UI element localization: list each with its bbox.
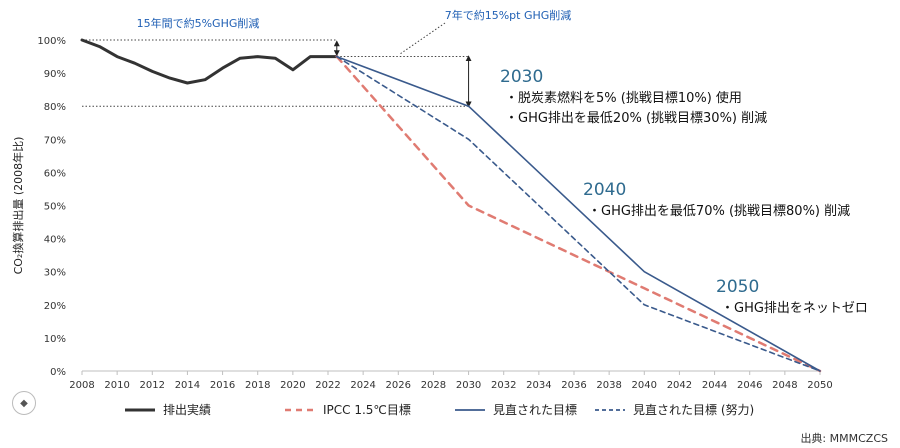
x-tick-label: 2030 bbox=[456, 380, 481, 391]
y-tick-label: 10% bbox=[44, 334, 66, 345]
x-tick-label: 2012 bbox=[140, 380, 165, 391]
x-tick-label: 2028 bbox=[421, 380, 446, 391]
x-tick-label: 2024 bbox=[350, 380, 375, 391]
milestone-bullet: ・脱炭素燃料を5% (挑戦目標10%) 使用 bbox=[505, 90, 742, 106]
y-tick-label: 70% bbox=[44, 135, 66, 146]
y-tick-label: 40% bbox=[44, 235, 66, 246]
y-tick-label: 90% bbox=[44, 69, 66, 80]
series-line-0 bbox=[80, 38, 339, 85]
x-tick-label: 2022 bbox=[315, 380, 340, 391]
x-tick-label: 2010 bbox=[104, 380, 129, 391]
x-tick-label: 2008 bbox=[69, 380, 94, 391]
milestones: 2030 ・脱炭素燃料を5% (挑戦目標10%) 使用・GHG排出を最低20% (… bbox=[500, 67, 868, 316]
x-tick-label: 2018 bbox=[245, 380, 270, 391]
legend-label-0: 排出実績 bbox=[163, 402, 211, 417]
x-tick-label: 2040 bbox=[632, 380, 657, 391]
x-tick-label: 2036 bbox=[561, 380, 586, 391]
y-axis: 0% 10% 20% 30% 40% 50% 60% 70% 80% 90% 100% CO₂換算排出… bbox=[11, 36, 66, 378]
x-tick-label: 2016 bbox=[210, 380, 235, 391]
series-line-3 bbox=[335, 55, 821, 372]
x-tick-label: 2042 bbox=[667, 380, 692, 391]
x-tick-label: 2014 bbox=[175, 380, 200, 391]
milestone-bullet: ・GHG排出を最低70% (挑戦目標80%) 削減 bbox=[588, 203, 850, 219]
legend-label-1: IPCC 1.5℃目標 bbox=[323, 403, 411, 417]
milestone-year-2030: 2030 bbox=[500, 67, 543, 87]
x-axis: 2008 2010 2012 2014 2016 2018 2020 2022 2024 2026… bbox=[69, 370, 833, 391]
x-tick-label: 2050 bbox=[807, 380, 832, 391]
x-tick-label: 2044 bbox=[702, 380, 727, 391]
leader-line bbox=[399, 22, 446, 55]
legend: 排出実績 IPCC 1.5℃目標 見直された目標 見直された目標 (努力) bbox=[125, 402, 754, 417]
y-tick-label: 30% bbox=[44, 268, 66, 279]
source-note: 出典: MMMCZCS bbox=[800, 431, 888, 445]
y-tick-label: 100% bbox=[37, 36, 66, 47]
x-tick-label: 2038 bbox=[596, 380, 621, 391]
y-tick-label: 50% bbox=[44, 202, 66, 213]
series-group bbox=[80, 38, 822, 373]
milestone-year-2050: 2050 bbox=[716, 277, 759, 297]
annotation-7yr: 7年で約15%pt GHG削減 bbox=[445, 8, 572, 22]
y-tick-label: 80% bbox=[44, 102, 66, 113]
series-line-2 bbox=[335, 55, 821, 372]
legend-label-2: 見直された目標 bbox=[493, 403, 577, 417]
legend-label-3: 見直された目標 (努力) bbox=[633, 402, 754, 417]
x-tick-label: 2046 bbox=[737, 380, 762, 391]
annotations: 15年間で約5%GHG削減 7年で約15%pt GHG削減 bbox=[137, 8, 572, 30]
milestone-year-2040: 2040 bbox=[583, 180, 626, 200]
x-tick-label: 2034 bbox=[526, 380, 551, 391]
y-axis-label: CO₂換算排出量 (2008年比) bbox=[11, 137, 25, 275]
y-tick-label: 20% bbox=[44, 301, 66, 312]
x-tick-label: 2026 bbox=[386, 380, 411, 391]
y-tick-label: 60% bbox=[44, 168, 66, 179]
y-tick-label: 0% bbox=[50, 367, 66, 378]
x-tick-label: 2032 bbox=[491, 380, 516, 391]
annotation-15yr: 15年間で約5%GHG削減 bbox=[137, 16, 260, 30]
x-tick-label: 2048 bbox=[772, 380, 797, 391]
milestone-bullet: ・GHG排出をネットゼロ bbox=[721, 301, 868, 316]
reference-lines bbox=[82, 22, 472, 108]
x-tick-label: 2020 bbox=[280, 380, 305, 391]
milestone-bullet: ・GHG排出を最低20% (挑戦目標30%) 削減 bbox=[505, 110, 767, 126]
diamond-icon[interactable]: ◆ bbox=[12, 391, 36, 415]
